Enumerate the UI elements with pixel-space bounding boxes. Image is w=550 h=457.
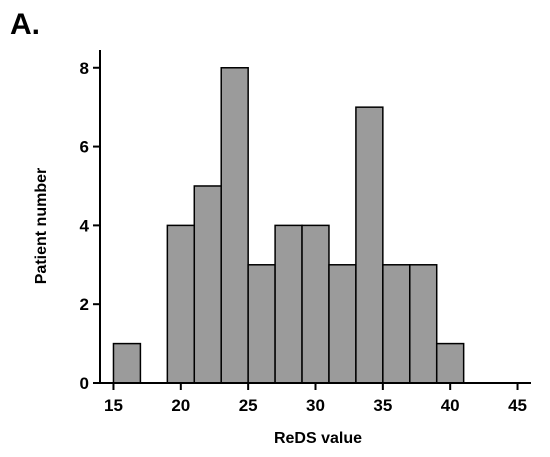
- x-tick-label-30: 30: [306, 396, 325, 415]
- histogram-bar-39-41: [435, 342, 465, 384]
- bars-group: [112, 67, 465, 384]
- x-tick-label-40: 40: [441, 396, 460, 415]
- histogram-bar-37-39: [409, 264, 438, 384]
- histogram-bar-29-31: [301, 224, 330, 384]
- axes-group: 15 20 25 30 35 40 45 0 2 4 6 8: [80, 50, 531, 415]
- histogram-bar-27-29: [274, 224, 303, 384]
- histogram-bar-33-35: [355, 106, 384, 384]
- x-tick-label-20: 20: [171, 396, 190, 415]
- histogram-bar-35-37: [382, 264, 411, 384]
- x-tick-label-35: 35: [373, 396, 392, 415]
- x-tick-label-45: 45: [508, 396, 527, 415]
- histogram-bar-25-27: [247, 264, 276, 384]
- y-axis-title: Patient number: [33, 168, 50, 284]
- y-tick-label-2: 2: [80, 295, 89, 314]
- histogram-bar-23-25: [220, 67, 249, 384]
- y-tick-label-0: 0: [80, 374, 89, 393]
- y-tick-label-8: 8: [80, 59, 89, 78]
- y-tick-label-4: 4: [80, 216, 90, 235]
- y-tick-label-6: 6: [80, 138, 89, 157]
- x-axis-title: ReDS value: [274, 430, 362, 447]
- histogram-bar-15-17: [112, 342, 142, 384]
- panel-label: A.: [10, 8, 40, 41]
- x-tick-label-25: 25: [239, 396, 258, 415]
- histogram-bar-21-23: [193, 185, 222, 384]
- histogram-bar-19-21: [166, 224, 196, 384]
- x-tick-label-15: 15: [104, 396, 123, 415]
- histogram-bar-31-33: [328, 264, 357, 384]
